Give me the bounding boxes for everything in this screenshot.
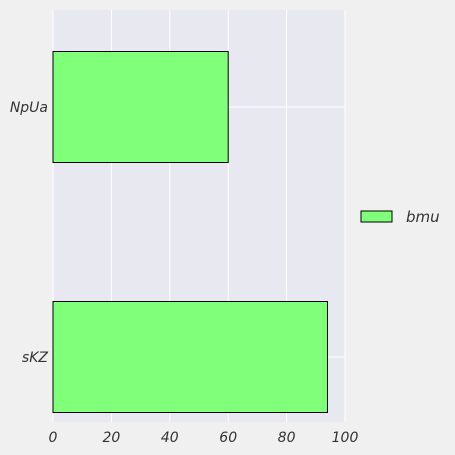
x-axis-tick-labels: 0 20 40 60 80 100 [49, 430, 359, 446]
x-tick-label-60: 60 [219, 430, 237, 446]
legend-label-bmu: bmu [406, 208, 440, 226]
y-category-label-NpUa: NpUa [10, 100, 48, 116]
bar-NpUa [52, 51, 229, 163]
bars [52, 51, 328, 413]
bar-sKZ [52, 301, 328, 413]
y-axis-category-labels: sKZ NpUa [10, 100, 49, 366]
x-tick-label-80: 80 [278, 430, 296, 446]
x-tick-label-40: 40 [161, 430, 179, 446]
x-tick-label-20: 20 [102, 430, 120, 446]
x-tick-label-0: 0 [49, 430, 58, 446]
y-category-label-sKZ: sKZ [22, 350, 48, 366]
x-tick-label-100: 100 [332, 430, 359, 446]
legend: bmu [360, 208, 440, 226]
legend-swatch-bmu [360, 210, 393, 223]
